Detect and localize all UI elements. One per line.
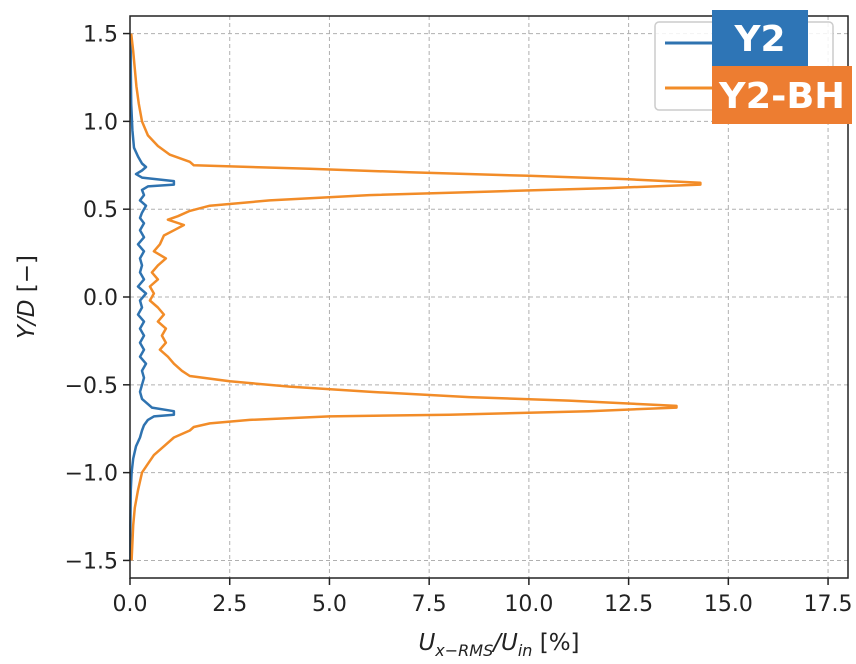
axis-ticks: 0.0 2.5 5.0 7.5 10.0 12.5 15.0 17.5 −1.5 −1.0 −0.5… [65, 23, 853, 617]
y-tick-label: 1.5 [83, 23, 118, 48]
x-tick-label: 7.5 [412, 592, 447, 617]
x-tick-label: 12.5 [604, 592, 653, 617]
y-tick-label: 1.0 [83, 110, 118, 135]
y-tick-label: −0.5 [65, 374, 118, 399]
x-tick-label: 15.0 [704, 592, 753, 617]
legend: Y2 Y2-BH [654, 10, 852, 124]
legend-label-y2-bh: Y2-BH [718, 76, 845, 117]
y-tick-label: −1.5 [65, 549, 118, 574]
y-tick-label: 0.5 [83, 198, 118, 223]
x-tick-label: 17.5 [804, 592, 853, 617]
x-tick-label: 10.0 [504, 592, 553, 617]
legend-badge-y2 [712, 10, 808, 66]
series-lines [129, 33, 702, 561]
y-tick-label: 0.0 [83, 286, 118, 311]
x-tick-label: 0.0 [113, 592, 148, 617]
y-tick-label: −1.0 [65, 462, 118, 487]
legend-label-y2: Y2 [733, 19, 785, 60]
x-tick-label: 2.5 [212, 592, 247, 617]
x-axis-label: Ux−RMS/Uin [%] [418, 630, 579, 660]
legend-badge-y2-bh [712, 66, 852, 124]
x-tick-label: 5.0 [312, 592, 347, 617]
series-line-y2-bh [129, 33, 702, 561]
series-line-y2 [129, 33, 176, 561]
y-axis-label: Y/D [−] [14, 255, 40, 339]
